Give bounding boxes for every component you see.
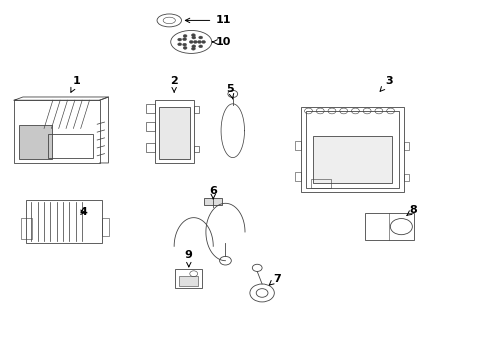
Circle shape (178, 38, 182, 41)
Text: 5: 5 (226, 84, 234, 99)
Circle shape (178, 43, 182, 46)
Bar (365, 213, 414, 240)
Circle shape (192, 47, 196, 50)
Bar (404, 174, 409, 181)
Text: 4: 4 (80, 207, 88, 217)
Bar (159, 107, 190, 159)
Text: 9: 9 (185, 250, 193, 267)
Text: 10: 10 (212, 37, 231, 47)
Text: 2: 2 (171, 76, 178, 92)
Circle shape (199, 36, 203, 39)
Text: 8: 8 (407, 206, 417, 216)
Bar (295, 172, 301, 181)
Circle shape (183, 46, 187, 49)
Bar (175, 269, 202, 288)
Bar (146, 104, 155, 113)
Text: 1: 1 (71, 76, 80, 92)
Bar (194, 106, 198, 113)
Bar (155, 100, 194, 163)
Circle shape (199, 45, 203, 48)
Bar (26, 200, 102, 243)
Bar (49, 134, 93, 158)
Circle shape (201, 41, 205, 43)
Bar (146, 143, 155, 152)
Text: 11: 11 (185, 15, 231, 26)
Text: 6: 6 (209, 186, 217, 199)
Circle shape (183, 38, 187, 41)
Circle shape (183, 35, 187, 37)
Circle shape (194, 41, 197, 43)
Circle shape (192, 36, 196, 39)
Bar (102, 219, 109, 235)
Circle shape (192, 34, 196, 37)
Bar (14, 100, 99, 163)
Text: 3: 3 (380, 76, 393, 91)
Bar (295, 140, 301, 149)
Bar (22, 218, 32, 239)
Bar (306, 111, 399, 188)
Bar (204, 198, 222, 206)
Text: 7: 7 (270, 274, 281, 285)
Circle shape (192, 45, 196, 48)
Bar (146, 122, 155, 131)
Bar (194, 146, 198, 152)
Circle shape (183, 43, 187, 46)
Circle shape (189, 41, 193, 43)
Bar (311, 179, 331, 188)
Circle shape (197, 41, 201, 43)
Bar (314, 136, 392, 183)
Bar (19, 125, 51, 159)
Bar (301, 107, 404, 192)
Bar (404, 142, 409, 149)
Bar (179, 276, 198, 285)
